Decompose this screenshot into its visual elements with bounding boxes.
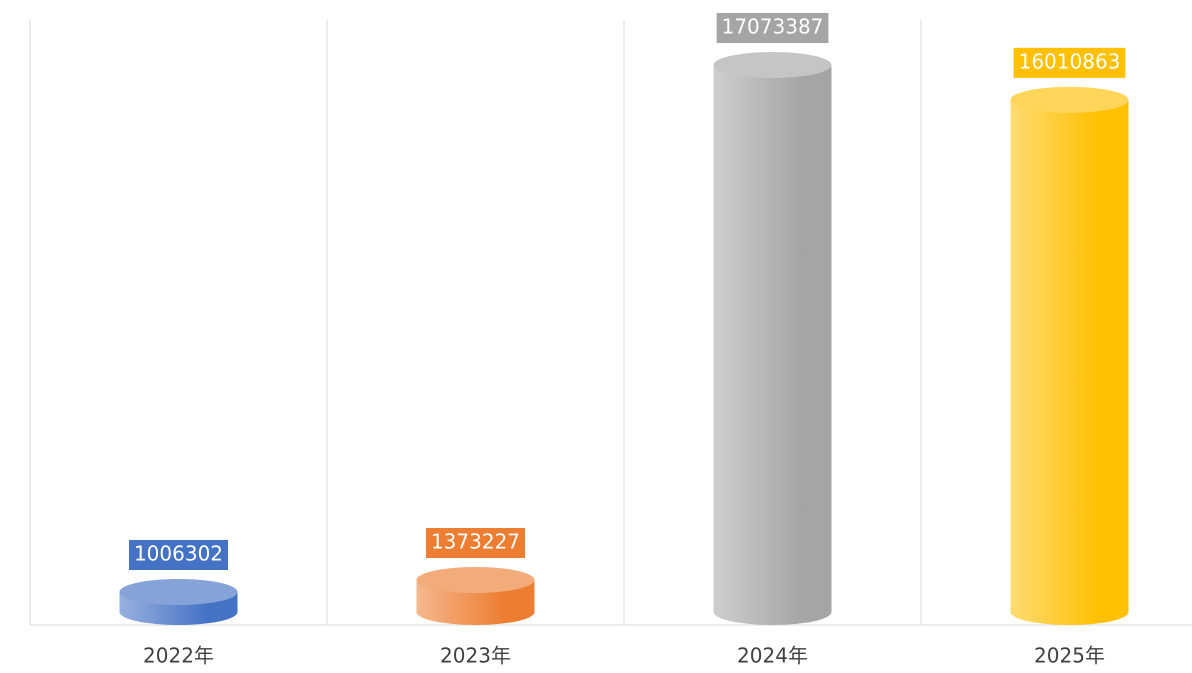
bar-top xyxy=(713,52,832,78)
data-label-box xyxy=(425,527,526,558)
x-tick-label: 2023年 xyxy=(440,644,511,668)
data-label-box xyxy=(128,539,229,570)
bar-top xyxy=(119,578,238,605)
data-label-box xyxy=(716,13,829,43)
data-label-box xyxy=(1013,47,1126,78)
data-label: 1006302 xyxy=(134,541,223,565)
bar xyxy=(713,65,832,625)
bar xyxy=(416,579,535,625)
bar-top xyxy=(416,566,535,593)
bar-top xyxy=(1010,86,1129,113)
x-tick-label: 2024年 xyxy=(737,644,808,668)
bar xyxy=(1010,99,1129,626)
x-tick-label: 2025年 xyxy=(1034,644,1105,668)
data-label: 17073387 xyxy=(722,15,824,39)
data-label: 16010863 xyxy=(1019,49,1121,73)
x-tick-label: 2022年 xyxy=(143,644,214,668)
data-label: 1373227 xyxy=(431,529,520,553)
